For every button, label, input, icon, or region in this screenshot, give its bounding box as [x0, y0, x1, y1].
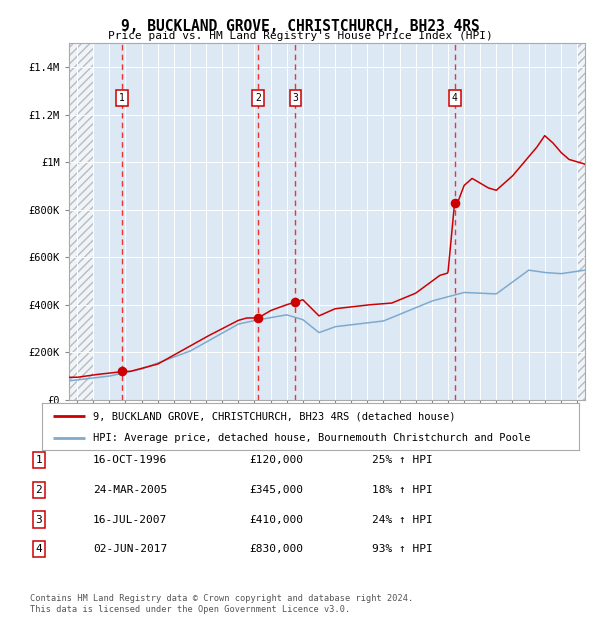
Text: £345,000: £345,000	[249, 485, 303, 495]
Text: £410,000: £410,000	[249, 515, 303, 525]
Text: 16-JUL-2007: 16-JUL-2007	[93, 515, 167, 525]
Text: 93% ↑ HPI: 93% ↑ HPI	[372, 544, 433, 554]
Text: Price paid vs. HM Land Registry's House Price Index (HPI): Price paid vs. HM Land Registry's House …	[107, 31, 493, 41]
Text: This data is licensed under the Open Government Licence v3.0.: This data is licensed under the Open Gov…	[30, 604, 350, 614]
Bar	[577, 43, 585, 400]
Text: HPI: Average price, detached house, Bournemouth Christchurch and Poole: HPI: Average price, detached house, Bour…	[93, 433, 530, 443]
Text: 3: 3	[35, 515, 43, 525]
Text: 4: 4	[35, 544, 43, 554]
Text: 1: 1	[119, 93, 125, 103]
Text: £120,000: £120,000	[249, 455, 303, 465]
Text: 24% ↑ HPI: 24% ↑ HPI	[372, 515, 433, 525]
Text: 3: 3	[292, 93, 298, 103]
Text: 18% ↑ HPI: 18% ↑ HPI	[372, 485, 433, 495]
Text: 02-JUN-2017: 02-JUN-2017	[93, 544, 167, 554]
Point	[290, 298, 300, 308]
Text: 4: 4	[452, 93, 458, 103]
Bar	[69, 43, 93, 400]
Text: 25% ↑ HPI: 25% ↑ HPI	[372, 455, 433, 465]
Text: 24-MAR-2005: 24-MAR-2005	[93, 485, 167, 495]
Text: 1: 1	[35, 455, 43, 465]
Point	[117, 366, 127, 376]
Text: 2: 2	[35, 485, 43, 495]
Bar	[69, 43, 93, 400]
Point	[253, 313, 263, 323]
Text: Contains HM Land Registry data © Crown copyright and database right 2024.: Contains HM Land Registry data © Crown c…	[30, 593, 413, 603]
Text: 16-OCT-1996: 16-OCT-1996	[93, 455, 167, 465]
Text: £830,000: £830,000	[249, 544, 303, 554]
Text: 9, BUCKLAND GROVE, CHRISTCHURCH, BH23 4RS (detached house): 9, BUCKLAND GROVE, CHRISTCHURCH, BH23 4R…	[93, 411, 455, 421]
Text: 2: 2	[255, 93, 261, 103]
Text: 9, BUCKLAND GROVE, CHRISTCHURCH, BH23 4RS: 9, BUCKLAND GROVE, CHRISTCHURCH, BH23 4R…	[121, 19, 479, 33]
Bar	[577, 43, 585, 400]
Point	[450, 198, 460, 208]
